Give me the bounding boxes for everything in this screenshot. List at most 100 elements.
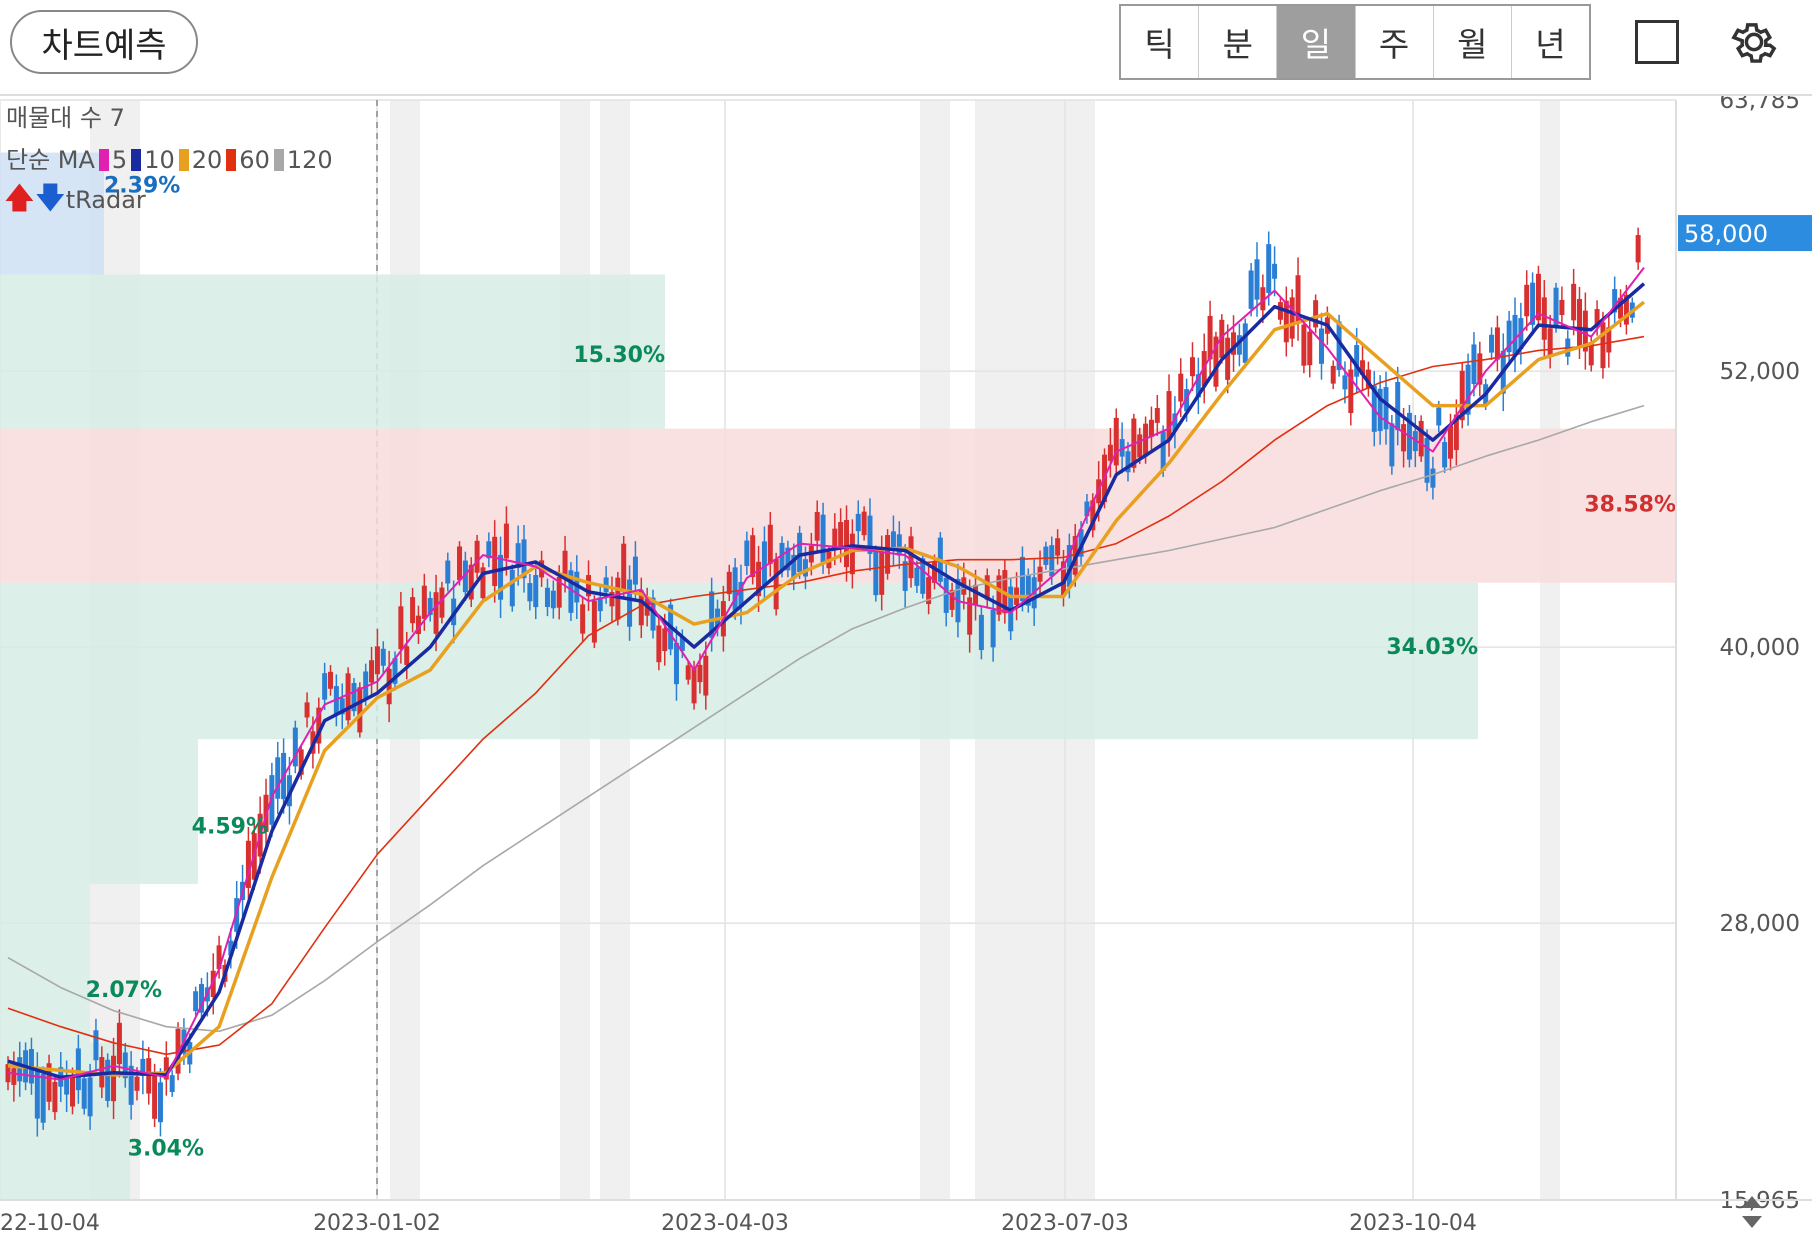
candle-body xyxy=(503,523,509,559)
candle-body xyxy=(656,625,662,663)
tradar-label: tRadar xyxy=(65,186,146,214)
chart-area[interactable]: 2.39% 15.30% 38.58% 34.03% 4.59% 2.07% 3.04% 6… xyxy=(0,88,1812,1237)
candle-body xyxy=(1594,309,1600,327)
period-tab-year[interactable]: 년 xyxy=(1535,25,1566,64)
fullscreen-square-icon[interactable] xyxy=(1635,20,1679,64)
candle-body xyxy=(1453,414,1459,451)
candle-body xyxy=(1084,501,1090,517)
date-axis-label: 2023-10-04 xyxy=(1349,1211,1477,1236)
candle-body xyxy=(427,598,433,616)
candle-body xyxy=(81,1078,87,1109)
gear-icon[interactable] xyxy=(1728,16,1780,68)
candle-body xyxy=(638,590,644,626)
candle-body xyxy=(767,524,773,564)
candle-body xyxy=(1119,439,1125,457)
candle-body xyxy=(52,1081,58,1113)
candle-body xyxy=(885,535,891,574)
period-tab-week[interactable]: 주 xyxy=(1356,6,1434,78)
candle-body xyxy=(11,1068,17,1085)
candle-body xyxy=(931,561,937,583)
candle-body xyxy=(896,534,902,556)
price-chart[interactable]: 2.39% 15.30% 38.58% 34.03% 4.59% 2.07% 3.04% 6… xyxy=(0,88,1812,1237)
candle-body xyxy=(773,559,779,610)
candle-body xyxy=(498,554,504,600)
candle-body xyxy=(867,515,873,554)
candle-body xyxy=(1418,420,1424,457)
candle-body xyxy=(568,570,574,613)
candle-body xyxy=(1535,273,1541,321)
candle-body xyxy=(1377,388,1383,432)
candle-body xyxy=(750,535,756,578)
candle-body xyxy=(861,511,867,536)
candle-body xyxy=(756,561,762,597)
candle-body xyxy=(17,1057,23,1082)
candle-body xyxy=(621,543,627,592)
candle-body xyxy=(169,1075,175,1092)
candle-body xyxy=(697,664,703,683)
candle-body xyxy=(152,1072,158,1119)
candle-body xyxy=(1248,270,1254,309)
period-tab-minute[interactable]: 분 xyxy=(1199,6,1278,78)
period-tab-tick[interactable]: 틱 xyxy=(1121,6,1200,78)
candle-body xyxy=(1365,369,1371,389)
zone-percent-label: 3.04% xyxy=(128,1136,204,1161)
volume-zone xyxy=(0,152,104,275)
candle-body xyxy=(1154,408,1160,423)
candle-body xyxy=(1219,319,1225,358)
candle-body xyxy=(1207,315,1213,360)
candle-body xyxy=(1471,344,1477,385)
chart-predict-button[interactable]: 차트예측 xyxy=(10,10,198,74)
candle-body xyxy=(328,671,334,689)
candle-body xyxy=(122,1052,128,1079)
candle-body xyxy=(1231,332,1237,355)
candle-body xyxy=(996,575,1002,615)
candle-body xyxy=(369,660,375,683)
candle-body xyxy=(199,984,205,1013)
candle-body xyxy=(339,698,345,715)
candle-body xyxy=(87,1077,93,1117)
candle-body xyxy=(1401,424,1407,452)
candle-body xyxy=(662,628,668,652)
candle-body xyxy=(1260,287,1266,311)
candle-body xyxy=(216,945,222,970)
current-price-badge xyxy=(1678,215,1812,252)
candle-body xyxy=(920,558,926,594)
candle-body xyxy=(392,658,398,684)
candle-body xyxy=(1213,336,1219,387)
candle-body xyxy=(673,642,679,685)
candle-body xyxy=(785,547,791,571)
candle-body xyxy=(797,532,803,572)
top-toolbar: 차트예측 틱 분 일 주 월 년 xyxy=(0,0,1812,96)
candle-body xyxy=(855,513,861,532)
candle-body xyxy=(984,575,990,600)
candle-body xyxy=(374,646,380,675)
candle-body xyxy=(486,541,492,559)
candle-body xyxy=(380,648,386,666)
candle-body xyxy=(1465,364,1471,415)
candle-body xyxy=(322,673,328,700)
ma5-line xyxy=(7,266,1645,1081)
date-axis-label: 2023-07-03 xyxy=(1001,1211,1129,1236)
candle-body xyxy=(193,991,199,1012)
candle-body xyxy=(357,687,363,733)
candle-body xyxy=(849,533,855,575)
candle-body xyxy=(914,567,920,586)
candle-body xyxy=(1436,407,1442,426)
candle-body xyxy=(105,1059,111,1101)
candle-body xyxy=(726,571,732,595)
period-tab-month[interactable]: 월 xyxy=(1434,6,1512,78)
candle-body xyxy=(34,1070,40,1119)
ma-legend-title: 단순 MA xyxy=(6,146,95,174)
volume-zone xyxy=(0,274,665,429)
candle-body xyxy=(1049,545,1055,577)
candle-body xyxy=(1582,310,1588,352)
candle-body xyxy=(832,528,838,550)
candle-body xyxy=(1571,283,1577,321)
zone-percent-label: 15.30% xyxy=(573,343,665,368)
candle-body xyxy=(1254,259,1260,300)
candle-body xyxy=(1553,287,1559,328)
candle-body xyxy=(744,540,750,566)
period-tab-day[interactable]: 일 xyxy=(1277,6,1356,78)
candle-body xyxy=(1301,324,1307,366)
candle-body xyxy=(703,655,709,696)
